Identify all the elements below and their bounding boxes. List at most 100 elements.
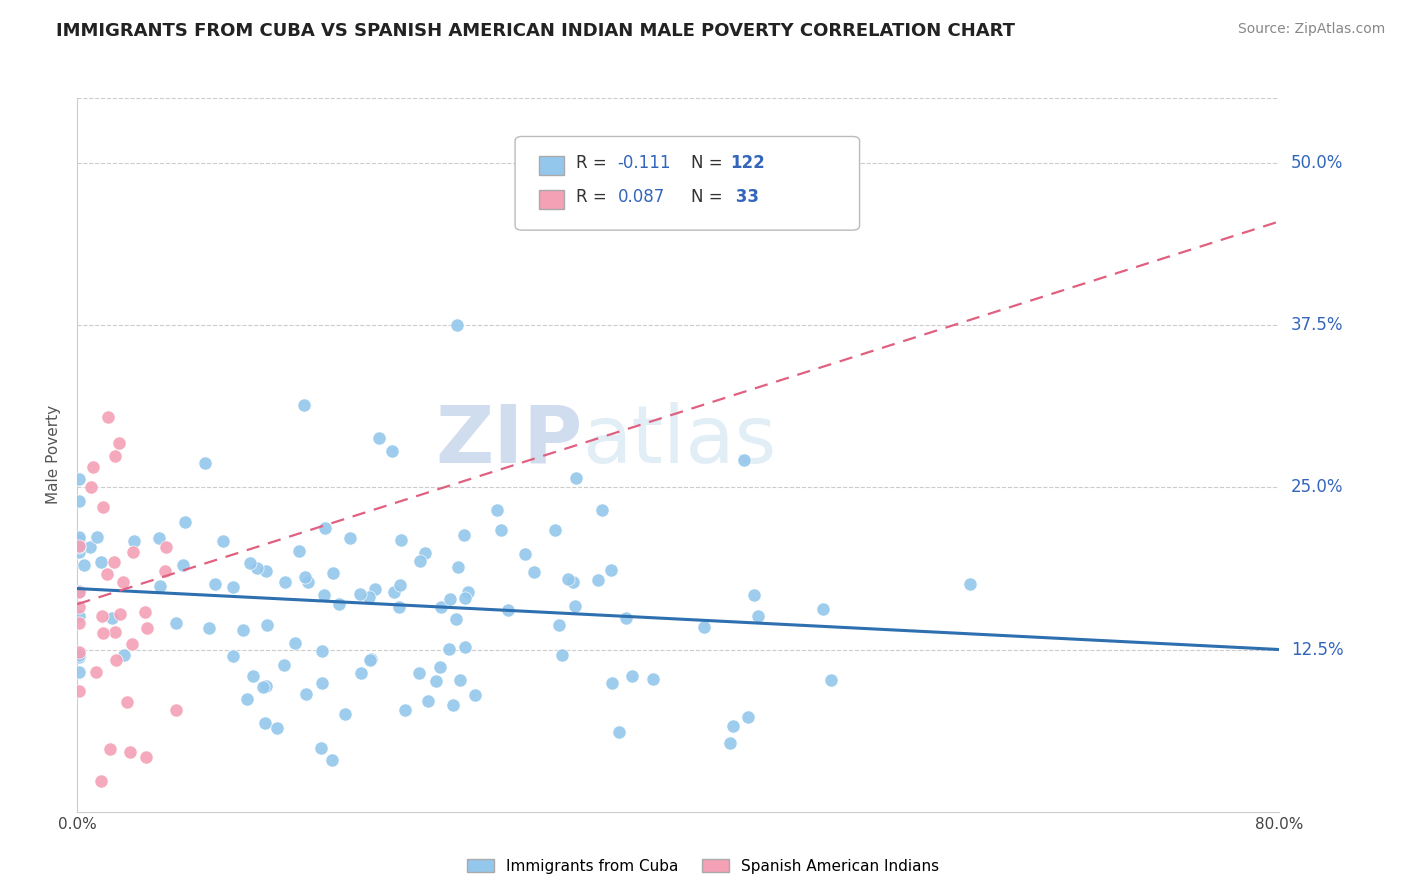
Point <box>288 544 311 558</box>
Point <box>67 584 90 599</box>
Point <box>349 587 371 601</box>
Point <box>194 456 217 470</box>
Point <box>409 554 432 568</box>
Point <box>820 673 842 687</box>
Point <box>314 521 336 535</box>
Point <box>103 555 125 569</box>
Point <box>124 534 146 549</box>
Point <box>294 570 316 584</box>
Point <box>551 648 574 662</box>
Point <box>321 754 343 768</box>
Point <box>101 611 124 625</box>
Point <box>73 558 96 572</box>
Point <box>122 545 145 559</box>
Point <box>96 566 118 581</box>
Point <box>174 516 197 530</box>
Text: 50.0%: 50.0% <box>1291 154 1343 172</box>
Legend: Immigrants from Cuba, Spanish American Indians: Immigrants from Cuba, Spanish American I… <box>460 853 946 880</box>
Point <box>67 648 90 662</box>
Point <box>446 318 468 333</box>
Point <box>312 588 335 602</box>
Point <box>454 640 477 654</box>
Text: 33: 33 <box>730 188 759 206</box>
Text: IMMIGRANTS FROM CUBA VS SPANISH AMERICAN INDIAN MALE POVERTY CORRELATION CHART: IMMIGRANTS FROM CUBA VS SPANISH AMERICAN… <box>56 22 1015 40</box>
Point <box>67 494 90 508</box>
Point <box>256 679 278 693</box>
Point <box>254 564 277 578</box>
Point <box>153 564 176 578</box>
Text: 37.5%: 37.5% <box>1291 316 1343 334</box>
Text: 122: 122 <box>730 154 765 172</box>
Point <box>811 601 834 615</box>
Point <box>165 616 187 631</box>
Point <box>256 618 278 632</box>
Point <box>733 452 755 467</box>
Point <box>389 533 412 547</box>
Point <box>491 523 513 537</box>
Point <box>67 585 90 599</box>
Point <box>311 675 333 690</box>
Point <box>453 528 475 542</box>
Point <box>333 707 356 722</box>
Point <box>165 703 187 717</box>
Point <box>381 443 404 458</box>
Point <box>444 612 467 626</box>
Point <box>437 642 460 657</box>
Point <box>641 673 664 687</box>
Point <box>441 698 464 713</box>
Point <box>425 674 447 689</box>
Point <box>104 449 127 463</box>
Point <box>297 575 319 590</box>
Point <box>135 749 157 764</box>
Point <box>621 669 644 683</box>
Point <box>284 636 307 650</box>
Point <box>67 648 90 662</box>
Point <box>198 621 221 635</box>
Point <box>67 645 90 659</box>
Point <box>204 577 226 591</box>
Point <box>67 472 90 486</box>
Point <box>252 680 274 694</box>
Point <box>232 623 254 637</box>
Point <box>394 703 416 717</box>
Point <box>211 534 233 549</box>
Point <box>721 719 744 733</box>
Point <box>67 530 90 544</box>
Point <box>322 566 344 580</box>
Point <box>693 620 716 634</box>
Point <box>67 538 90 552</box>
Point <box>464 688 486 702</box>
Point <box>115 695 138 709</box>
Point <box>67 649 90 664</box>
Point <box>408 666 430 681</box>
Point <box>359 591 381 605</box>
Point <box>562 574 585 589</box>
Point <box>239 557 262 571</box>
Point <box>148 579 170 593</box>
Point <box>339 531 361 545</box>
Point <box>439 592 461 607</box>
Point <box>586 573 609 587</box>
Point <box>67 665 90 680</box>
Text: R =: R = <box>575 154 612 172</box>
Point <box>311 741 333 756</box>
Point <box>295 687 318 701</box>
Text: 25.0%: 25.0% <box>1291 478 1343 496</box>
Point <box>429 599 451 614</box>
Point <box>84 665 107 679</box>
Point <box>120 745 142 759</box>
Point <box>607 725 630 739</box>
Point <box>454 591 477 605</box>
Point <box>67 540 90 554</box>
Point <box>382 584 405 599</box>
Point <box>222 580 245 594</box>
Point <box>557 573 579 587</box>
Point <box>599 563 621 577</box>
Point <box>98 742 121 756</box>
Point <box>413 546 436 560</box>
Point <box>97 410 120 425</box>
Point <box>91 626 114 640</box>
Point <box>67 615 90 630</box>
Point <box>107 435 129 450</box>
Point <box>90 555 112 569</box>
